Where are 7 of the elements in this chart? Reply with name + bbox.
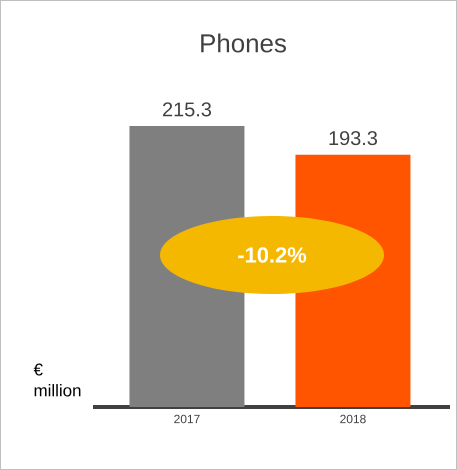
x-tick-label: 2018 xyxy=(340,414,366,424)
annotation: -10.2% xyxy=(238,247,306,263)
data-label: 215.3 xyxy=(163,102,211,116)
data-label: 193.3 xyxy=(330,131,377,146)
y-axis-title: € million xyxy=(34,364,80,396)
chart-title: Phones xyxy=(201,33,286,53)
x-tick-label: 2017 xyxy=(174,414,200,424)
